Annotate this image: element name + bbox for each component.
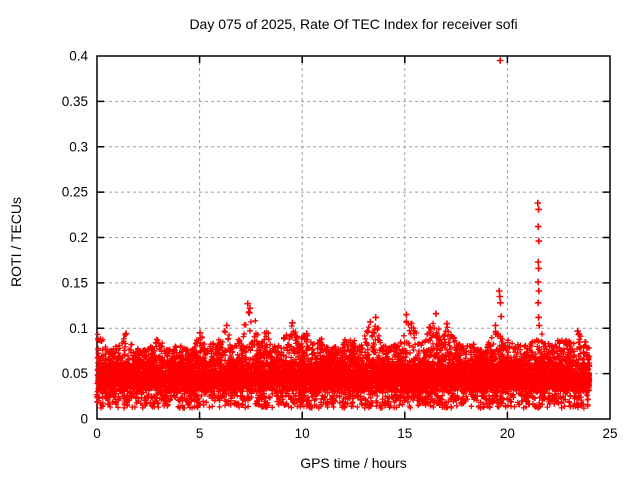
y-tick-label: 0.3 [69,139,88,154]
outlier-points-layer [122,57,581,337]
y-tick-label: 0.2 [69,230,88,245]
y-tick-label: 0.1 [69,321,88,336]
x-axis-label: GPS time / hours [300,455,407,471]
y-tick-label: 0.05 [62,366,88,381]
x-tick-label: 25 [602,426,617,441]
x-tick-label: 5 [196,426,204,441]
y-tick-label: 0 [80,412,88,427]
y-tick-label: 0.15 [62,275,88,290]
y-tick-label: 0.25 [62,185,88,200]
x-tick-label: 10 [295,426,310,441]
y-tick-label: 0.35 [62,94,88,109]
x-tick-label: 0 [93,426,101,441]
x-tick-label: 20 [500,426,515,441]
x-tick-label: 15 [397,426,412,441]
plot-border [96,55,611,420]
chart-title: Day 075 of 2025, Rate Of TEC Index for r… [189,16,518,32]
y-tick-label: 0.4 [69,49,88,64]
grid-layer [97,56,610,419]
points-layer [94,309,593,411]
